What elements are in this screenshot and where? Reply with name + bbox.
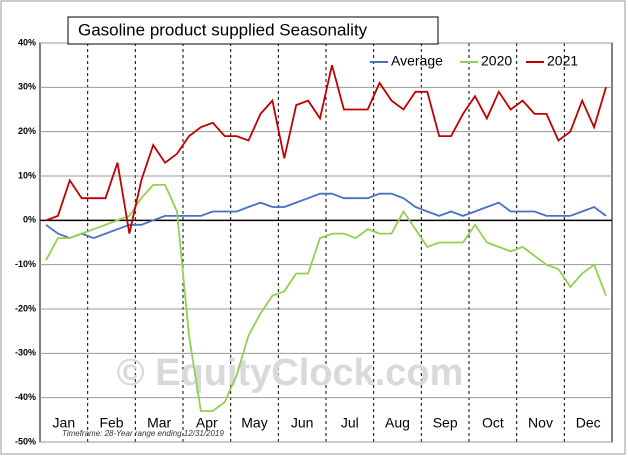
y-tick-label: -10% <box>15 259 36 269</box>
watermark: © EquityClock.com <box>117 352 464 394</box>
chart-title: Gasoline product supplied Seasonality <box>78 20 368 39</box>
x-tick-label: Jan <box>53 415 76 431</box>
y-tick-label: -50% <box>15 436 36 446</box>
series-line <box>45 64 607 234</box>
x-tick-label: May <box>241 415 267 431</box>
y-tick-label: -30% <box>15 348 36 358</box>
x-tick-label: Jul <box>341 415 359 431</box>
x-tick-label: Mar <box>147 415 171 431</box>
series-line <box>45 184 607 412</box>
legend-label: 2020 <box>481 53 512 69</box>
series-line <box>45 192 607 240</box>
legend-label: Average <box>391 53 443 69</box>
y-tick-label: -20% <box>15 303 36 313</box>
y-tick-label: 20% <box>18 126 36 136</box>
x-tick-label: Feb <box>99 415 123 431</box>
x-tick-label: Dec <box>576 415 601 431</box>
y-tick-label: 30% <box>18 82 36 92</box>
x-tick-label: Nov <box>528 415 553 431</box>
y-tick-label: 10% <box>18 170 36 180</box>
y-tick-label: 0% <box>23 215 36 225</box>
x-tick-label: Jun <box>291 415 314 431</box>
footnote: Timeframe: 28-Year range ending 12/31/20… <box>62 429 224 438</box>
y-tick-label: 40% <box>18 37 36 47</box>
legend-label: 2021 <box>547 53 578 69</box>
y-tick-label: -40% <box>15 392 36 402</box>
x-tick-label: Sep <box>433 415 458 431</box>
x-tick-label: Oct <box>482 415 504 431</box>
title-box <box>67 16 439 45</box>
x-tick-label: Apr <box>196 415 218 431</box>
x-tick-label: Aug <box>385 415 410 431</box>
month-dividers <box>87 43 565 442</box>
